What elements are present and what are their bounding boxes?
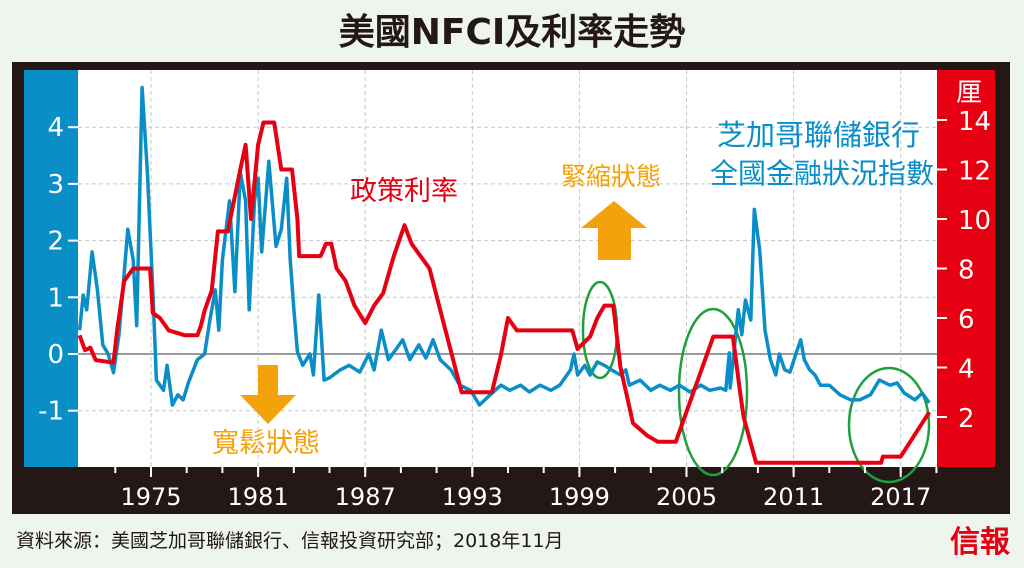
x-tick-label: 1975 xyxy=(120,483,181,511)
right-tick-label: 8 xyxy=(958,256,975,286)
x-tick-label: 1981 xyxy=(228,483,289,511)
nfci-series-label-1: 芝加哥聯儲銀行 xyxy=(717,118,920,152)
right-tick-label: 6 xyxy=(958,305,975,335)
x-tick-label: 1993 xyxy=(442,483,503,511)
left-tick-label: 1 xyxy=(47,283,64,313)
nfci-line xyxy=(77,85,931,407)
up-arrow-icon xyxy=(581,201,647,260)
right-tick-label: 14 xyxy=(958,107,991,137)
highlight-ellipse-2016 xyxy=(847,366,931,484)
chart-title: 美國NFCI及利率走勢 xyxy=(339,12,686,53)
rate-series-label: 政策利率 xyxy=(350,176,458,207)
right-tick-label: 10 xyxy=(958,206,991,236)
highlight-ellipse-2006 xyxy=(677,307,749,477)
x-tick-label: 2011 xyxy=(763,483,824,511)
left-tick-label: 3 xyxy=(47,170,64,200)
left-tick-label: 2 xyxy=(47,227,64,257)
left-axis-panel xyxy=(24,70,78,467)
right-tick-label: 2 xyxy=(958,404,975,434)
right-tick-label: 4 xyxy=(958,355,975,385)
left-tick-label: 0 xyxy=(47,340,64,370)
x-tick-label: 2005 xyxy=(656,483,717,511)
source-note: 資料來源：美國芝加哥聯儲銀行、信報投資研究部；2018年11月 xyxy=(16,530,564,552)
down-arrow-icon xyxy=(240,365,296,424)
left-tick-label: -1 xyxy=(38,397,64,427)
x-tick-label: 1987 xyxy=(335,483,396,511)
right-axis-unit: 厘 xyxy=(956,78,982,108)
loose-state-label: 寬鬆狀態 xyxy=(212,428,320,459)
tight-state-label: 緊縮狀態 xyxy=(561,162,661,191)
nfci-series-label-2: 全國金融狀況指數 xyxy=(710,157,934,190)
policy-rate-line xyxy=(77,120,931,465)
x-tick-label: 2017 xyxy=(870,483,931,511)
x-tick-label: 1999 xyxy=(549,483,610,511)
publisher-logo: 信報 xyxy=(950,525,1011,560)
left-tick-label: 4 xyxy=(47,113,64,143)
right-tick-label: 12 xyxy=(958,157,991,187)
